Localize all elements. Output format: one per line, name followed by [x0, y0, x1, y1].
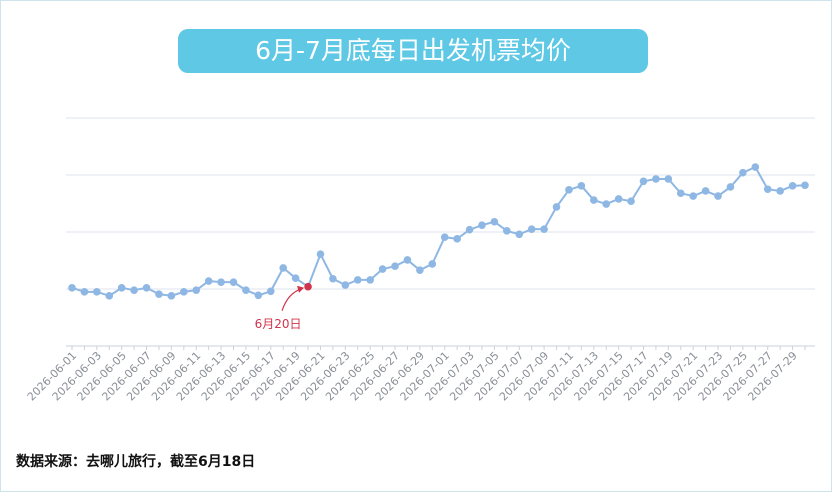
point — [68, 284, 76, 292]
point — [515, 230, 524, 239]
point — [416, 266, 424, 274]
point — [329, 274, 337, 283]
point — [552, 203, 561, 211]
point — [117, 284, 126, 292]
point — [627, 197, 635, 206]
point — [527, 225, 536, 233]
point — [105, 292, 114, 300]
point — [316, 250, 325, 259]
point — [726, 183, 735, 191]
annotation: 6月20日 — [255, 317, 302, 331]
point — [676, 189, 685, 198]
point — [589, 196, 598, 204]
point — [403, 256, 412, 264]
point — [478, 221, 486, 229]
point — [503, 227, 511, 235]
point — [366, 276, 374, 284]
point — [465, 225, 474, 234]
point — [155, 290, 163, 298]
point — [80, 288, 89, 296]
point — [751, 163, 760, 171]
point — [453, 235, 461, 243]
point — [565, 186, 573, 194]
point — [254, 291, 263, 300]
point — [266, 287, 275, 296]
highlight-point — [304, 282, 312, 291]
point — [242, 286, 250, 294]
point — [130, 286, 138, 294]
point — [701, 187, 710, 195]
title-box — [178, 29, 648, 73]
point — [801, 181, 809, 190]
annotation-arrowhead — [297, 285, 305, 293]
point — [776, 187, 784, 195]
point — [291, 274, 300, 282]
point — [180, 288, 188, 296]
chart-title: 6月-7月底每日出发机票均价 — [255, 36, 571, 65]
point — [391, 262, 399, 271]
point — [639, 177, 648, 186]
point — [341, 281, 350, 289]
point — [664, 175, 673, 183]
point — [714, 192, 722, 200]
point — [229, 278, 238, 286]
point — [167, 292, 176, 300]
point — [142, 284, 151, 292]
point — [614, 195, 623, 203]
point — [378, 265, 387, 273]
point — [192, 286, 201, 294]
point — [204, 277, 213, 285]
point — [689, 192, 697, 200]
point — [440, 233, 449, 241]
point — [540, 225, 548, 233]
point — [353, 276, 362, 284]
point — [217, 278, 225, 286]
point — [490, 217, 499, 226]
source-note: 数据来源：去哪儿旅行，截至6月18日 — [16, 453, 255, 470]
point — [739, 168, 747, 177]
point — [279, 264, 288, 272]
point — [428, 260, 437, 268]
point — [577, 182, 586, 190]
point — [652, 175, 660, 183]
point — [763, 185, 772, 194]
line — [71, 165, 806, 297]
point — [93, 288, 101, 296]
point — [602, 200, 611, 208]
point — [788, 182, 797, 190]
